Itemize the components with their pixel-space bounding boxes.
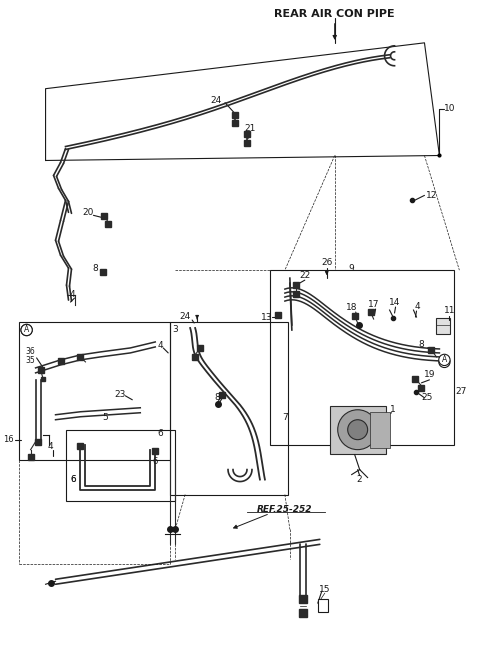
Text: 20: 20 <box>83 208 94 217</box>
Text: 7: 7 <box>282 413 288 422</box>
Text: 21: 21 <box>244 124 256 133</box>
Text: 2: 2 <box>357 475 362 484</box>
Text: REF.25-252: REF.25-252 <box>257 505 312 514</box>
Bar <box>19 322 170 460</box>
Text: 4: 4 <box>415 302 420 311</box>
Text: 4: 4 <box>157 342 163 351</box>
Text: 25: 25 <box>422 393 433 402</box>
Text: 24: 24 <box>180 311 191 321</box>
Text: 8: 8 <box>93 264 98 273</box>
Bar <box>318 599 328 612</box>
Text: 14: 14 <box>389 298 400 306</box>
Text: 23: 23 <box>115 390 126 399</box>
Text: 6: 6 <box>153 457 158 466</box>
Text: 4: 4 <box>48 442 53 451</box>
Text: 36: 36 <box>26 347 36 357</box>
Text: 3: 3 <box>172 325 178 334</box>
Text: 35: 35 <box>26 357 36 366</box>
Text: 5: 5 <box>103 413 108 422</box>
Text: 6: 6 <box>157 429 163 438</box>
Text: 6: 6 <box>71 475 76 484</box>
Text: 27: 27 <box>456 387 467 396</box>
Text: 4: 4 <box>70 289 75 298</box>
Text: 26: 26 <box>321 258 333 266</box>
Bar <box>170 322 288 494</box>
Text: A: A <box>24 325 29 334</box>
Bar <box>65 430 175 502</box>
Text: 6: 6 <box>71 475 76 484</box>
Text: 15: 15 <box>319 584 331 594</box>
Text: 18: 18 <box>346 302 358 311</box>
Text: 1: 1 <box>390 406 396 414</box>
Circle shape <box>348 420 368 439</box>
Text: 12: 12 <box>426 191 437 200</box>
Bar <box>270 270 455 445</box>
Circle shape <box>338 410 378 450</box>
Text: 9: 9 <box>349 264 355 273</box>
Bar <box>370 412 390 448</box>
Text: 17: 17 <box>368 300 379 309</box>
Text: 11: 11 <box>444 306 455 315</box>
Text: 19: 19 <box>424 370 435 379</box>
Text: 8: 8 <box>214 393 220 402</box>
Bar <box>330 406 385 454</box>
Text: 16: 16 <box>3 435 14 444</box>
Text: A: A <box>24 325 29 334</box>
Text: 8: 8 <box>419 340 424 349</box>
Text: 22: 22 <box>299 270 311 279</box>
Text: 13: 13 <box>261 313 273 321</box>
Text: 24: 24 <box>210 96 222 105</box>
Text: A: A <box>442 357 447 366</box>
Text: REAR AIR CON PIPE: REAR AIR CON PIPE <box>275 9 395 19</box>
Text: 10: 10 <box>444 104 455 113</box>
Text: A: A <box>442 355 447 364</box>
Bar <box>436 318 450 334</box>
